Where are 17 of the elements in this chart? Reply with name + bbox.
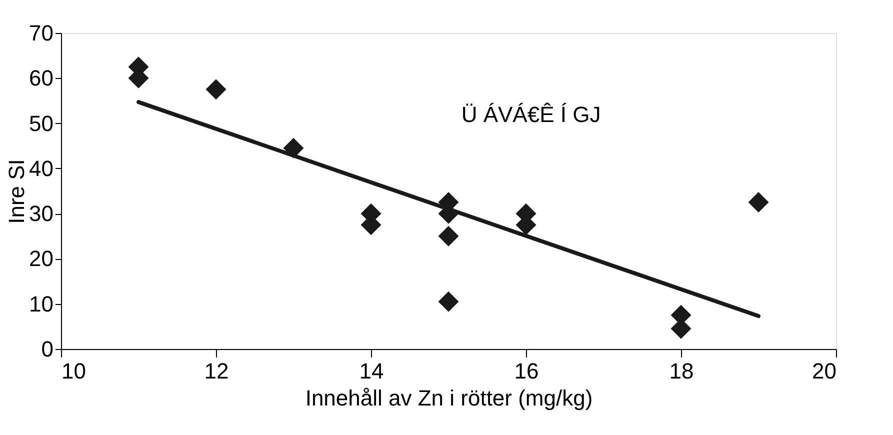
x-tick-label: 14 (359, 358, 384, 384)
x-tick-label: 16 (514, 358, 539, 384)
y-tick-label: 70 (29, 20, 54, 46)
y-tick-label: 50 (29, 110, 54, 136)
y-tick-label: 20 (29, 246, 54, 272)
y-tick-label: 0 (41, 336, 54, 362)
y-tick-label: 40 (29, 156, 54, 181)
x-axis-title: Innehåll av Zn i rötter (mg/kg) (305, 386, 593, 410)
annotation: Ü ÁVÁ€Ê Í GJ (461, 102, 601, 127)
x-tick-label: 12 (204, 358, 229, 384)
y-axis-title: Inre SI (4, 159, 30, 224)
y-tick-label: 30 (29, 201, 54, 226)
x-tick-label: 20 (812, 358, 836, 384)
x-tick-label: 18 (669, 358, 694, 384)
x-tick-label: 10 (62, 358, 86, 384)
y-tick-label: 10 (29, 291, 54, 316)
y-tick-label: 60 (29, 66, 54, 91)
